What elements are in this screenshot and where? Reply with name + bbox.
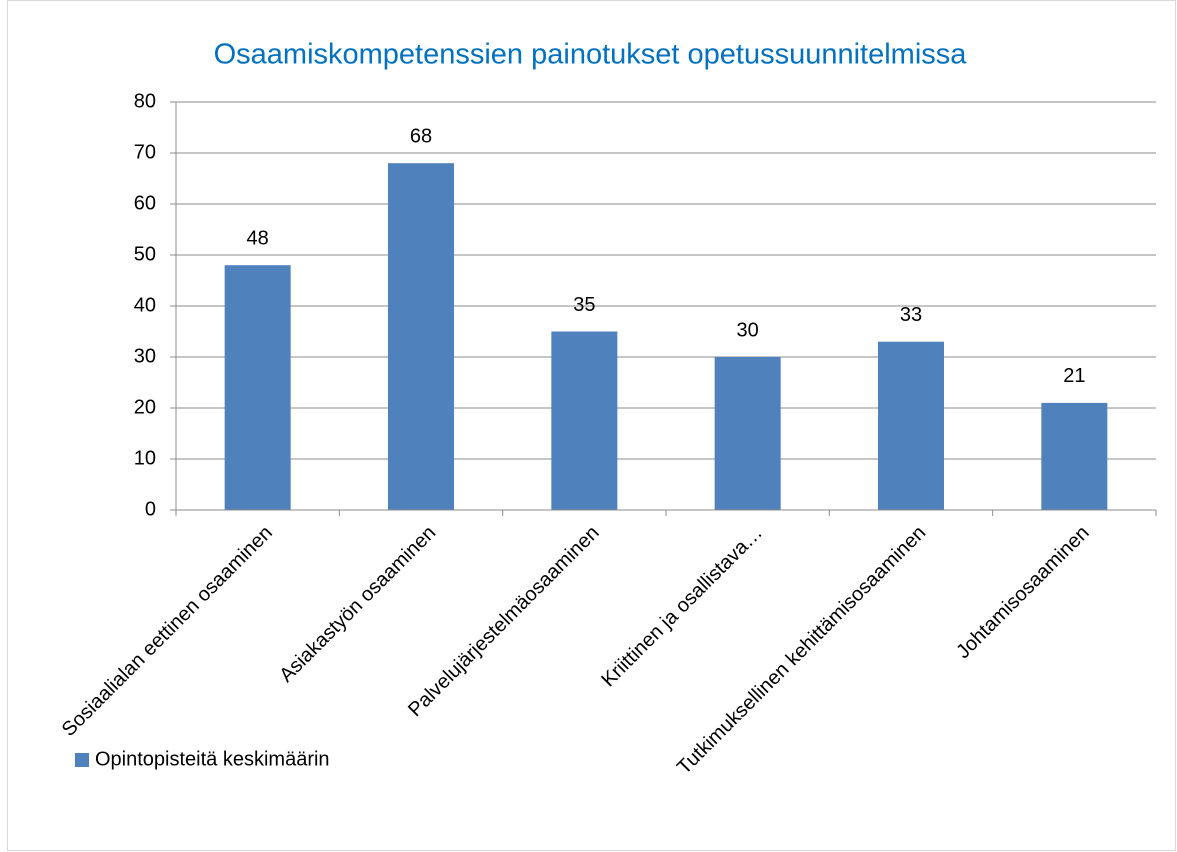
bar (551, 331, 618, 510)
data-label: 48 (247, 227, 269, 249)
y-tick-label: 20 (134, 396, 156, 418)
bar (878, 341, 944, 510)
data-label: 30 (737, 319, 759, 341)
data-label: 35 (573, 294, 595, 316)
bar (714, 357, 781, 510)
y-tick-label: 30 (134, 345, 156, 367)
data-label: 21 (1063, 365, 1085, 387)
data-label: 68 (410, 125, 432, 147)
legend-swatch (75, 753, 89, 767)
y-tick-label: 10 (134, 447, 156, 469)
bar (1041, 402, 1108, 510)
y-tick-label: 0 (145, 498, 156, 520)
bar (388, 163, 454, 510)
y-tick-label: 70 (134, 141, 156, 163)
chart-title: Osaamiskompetenssien painotukset opetuss… (214, 39, 968, 71)
y-tick-label: 50 (134, 243, 156, 265)
y-tick-label: 60 (134, 192, 156, 214)
y-tick-label: 80 (134, 90, 156, 112)
data-label: 33 (900, 304, 922, 326)
y-tick-label: 40 (134, 294, 156, 316)
bar (224, 265, 291, 510)
legend-label: Opintopisteitä keskimäärin (95, 748, 330, 770)
